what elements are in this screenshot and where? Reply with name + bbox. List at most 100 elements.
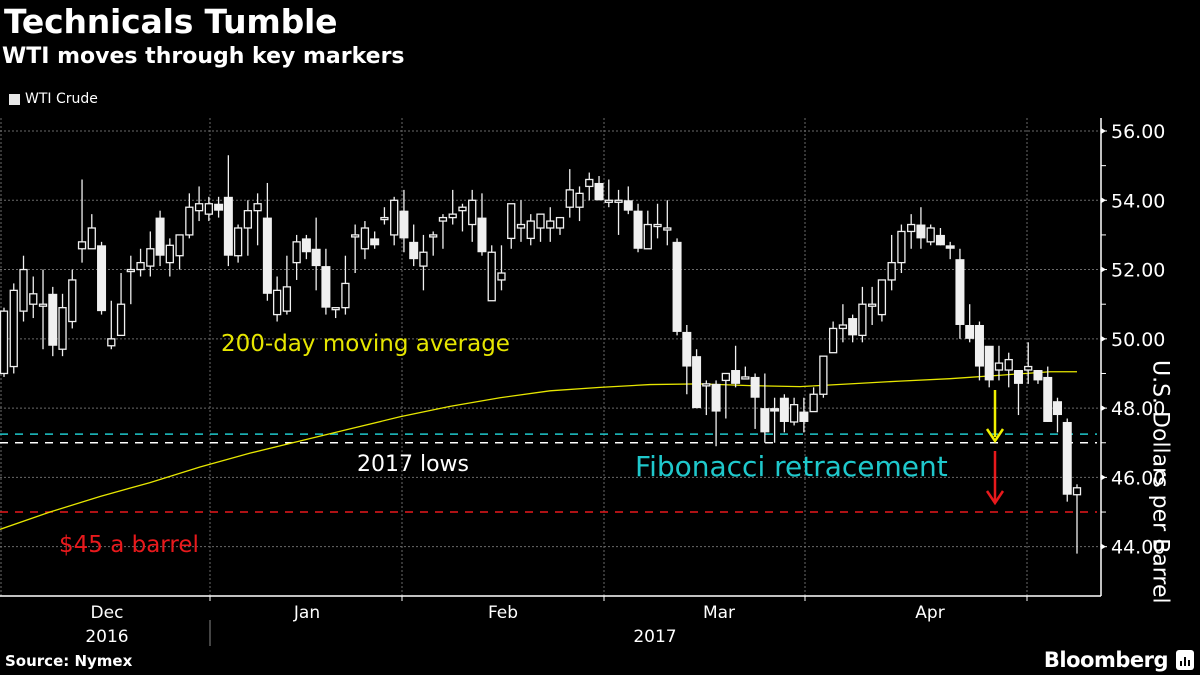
candle: [448, 189, 457, 225]
candle: [536, 213, 545, 242]
x-tick-label: Apr: [915, 603, 944, 623]
candle: [702, 380, 711, 416]
candle: [672, 238, 682, 336]
candle: [741, 366, 750, 380]
candle: [116, 273, 126, 337]
candle: [819, 355, 828, 398]
tick-marker-icon: [1101, 543, 1106, 550]
candle: [175, 234, 184, 270]
candle: [429, 231, 438, 256]
candle: [838, 304, 848, 343]
candle: [974, 321, 984, 381]
candle: [87, 214, 96, 250]
annotation-2017-lows: 2017 lows: [357, 452, 470, 477]
candle: [223, 155, 233, 267]
candle: [380, 207, 389, 225]
candle: [97, 241, 107, 315]
candle: [360, 221, 370, 260]
x-tick-label: Mar: [703, 603, 735, 623]
candle: [497, 245, 506, 291]
annotation-moving-average: 200-day moving average: [221, 331, 510, 357]
annotation-45-barrel: $45 a barrel: [59, 532, 199, 558]
candle: [907, 214, 916, 249]
candle: [301, 234, 311, 260]
candle: [487, 245, 496, 302]
candle: [848, 314, 858, 343]
source-note: Source: Nymex: [5, 652, 133, 670]
x-tick-label: Jan: [293, 603, 320, 623]
candle: [868, 286, 877, 325]
candle: [653, 203, 662, 239]
candle: [935, 227, 945, 246]
candle: [916, 207, 926, 249]
tick-marker-icon: [1101, 474, 1106, 481]
x-tick-label: Feb: [488, 603, 518, 623]
bloomberg-chart-icon: [1176, 650, 1194, 670]
candle: [458, 203, 467, 232]
y-tick-label: 56.00: [1111, 121, 1165, 143]
candle: [1052, 397, 1062, 433]
candle: [575, 186, 584, 222]
candle: [594, 176, 604, 201]
candle: [272, 276, 282, 322]
moving-average-line: [0, 371, 1077, 530]
candle: [721, 372, 730, 419]
candle: [897, 224, 906, 274]
candle: [1043, 366, 1053, 422]
candle: [643, 210, 652, 250]
candle: [77, 179, 87, 263]
candle: [984, 345, 994, 388]
candle: [994, 345, 1004, 381]
candle: [311, 217, 321, 291]
candle: [955, 248, 965, 339]
x-tick-label: Dec: [91, 603, 124, 623]
candle: [1062, 418, 1072, 502]
candle: [526, 214, 535, 246]
candle: [214, 196, 224, 218]
candle: [107, 300, 116, 350]
tick-marker-icon: [1101, 335, 1106, 342]
candle: [623, 186, 633, 215]
y-tick-label: 52.00: [1111, 260, 1165, 282]
candle: [185, 193, 194, 239]
candle: [243, 200, 253, 256]
candle: [516, 200, 526, 242]
candle: [253, 193, 262, 246]
candle: [633, 203, 643, 253]
x-year-label: 2016: [85, 627, 128, 647]
candle: [604, 179, 613, 208]
candle: [48, 286, 58, 357]
candle: [390, 196, 399, 246]
candle: [858, 286, 867, 343]
candle: [1024, 342, 1033, 384]
candle: [351, 224, 360, 274]
candle: [760, 373, 770, 443]
candle: [341, 255, 350, 315]
candle: [409, 224, 419, 267]
annotation-fibonacci: Fibonacci retracement: [635, 450, 948, 483]
candle: [468, 189, 477, 242]
candle: [1033, 370, 1043, 384]
tick-marker-icon: [1101, 405, 1106, 412]
chart-title: Technicals Tumble: [4, 2, 338, 41]
candle: [877, 279, 887, 322]
candle: [731, 345, 741, 388]
candle: [770, 397, 780, 443]
candle: [233, 224, 243, 263]
candle: [419, 234, 428, 291]
candle: [799, 397, 809, 433]
candle: [614, 189, 623, 235]
candle: [0, 307, 9, 377]
candle: [136, 248, 145, 277]
candle: [809, 387, 818, 413]
candle: [965, 304, 975, 343]
candle: [585, 172, 594, 201]
y-tick-label: 54.00: [1111, 190, 1165, 212]
candle: [779, 394, 789, 433]
candle: [945, 241, 955, 260]
candle: [926, 224, 935, 246]
candle: [321, 248, 331, 315]
candle: [1013, 370, 1023, 416]
legend-label: WTI Crude: [25, 91, 98, 107]
candle: [828, 321, 838, 354]
